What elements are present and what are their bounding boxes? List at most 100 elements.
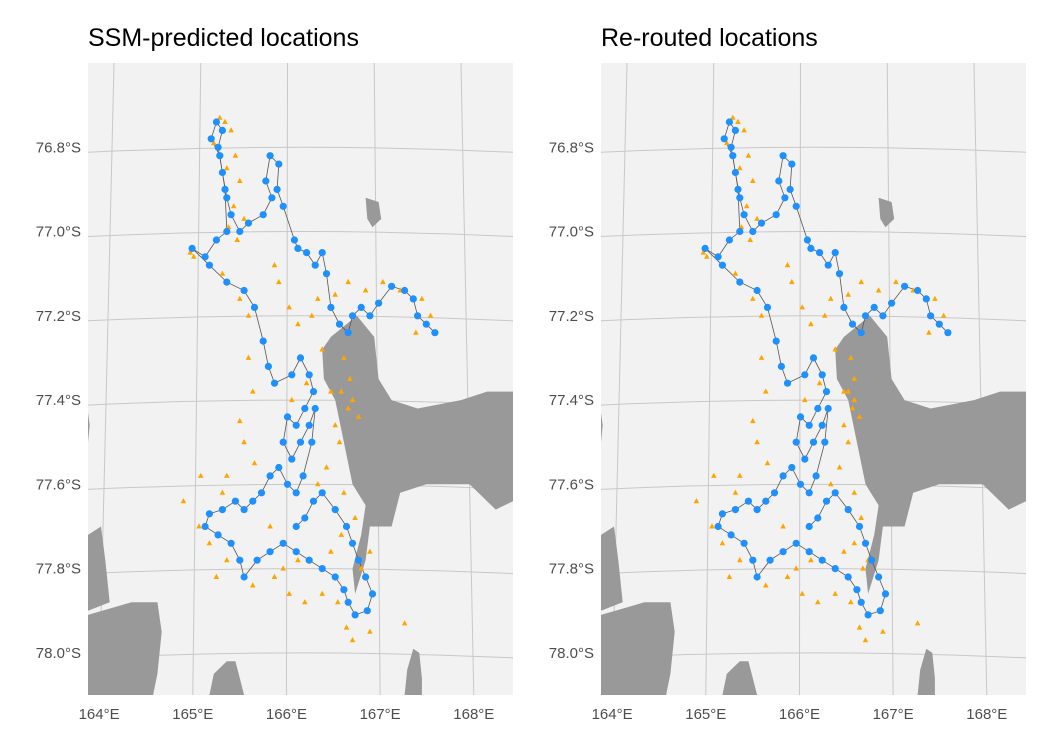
predicted-point [757, 219, 766, 227]
grid-parallel [601, 315, 1026, 322]
predicted-point [305, 556, 313, 564]
observation-point [932, 295, 938, 301]
predicted-point [857, 598, 865, 606]
predicted-point [342, 522, 351, 531]
predicted-point [431, 329, 439, 337]
predicted-point [725, 236, 734, 244]
predicted-point [363, 607, 371, 615]
observation-point [732, 489, 739, 495]
observation-point [286, 304, 292, 310]
predicted-point [375, 299, 383, 307]
land [601, 197, 1026, 695]
predicted-point [221, 185, 229, 193]
predicted-point [879, 312, 887, 320]
observation-point [841, 388, 847, 394]
predicted-point [273, 185, 281, 193]
observation-point [271, 262, 278, 268]
observation-point [851, 540, 858, 546]
predicted-point [244, 219, 253, 227]
observation-point [362, 287, 369, 293]
observation-point [709, 523, 715, 529]
predicted-point [292, 421, 300, 429]
observation-point [758, 312, 765, 318]
observation-point [841, 422, 847, 428]
observation-point [349, 637, 356, 643]
predicted-point [357, 303, 365, 311]
predicted-point [318, 565, 326, 573]
western-land [601, 526, 623, 611]
predicted-point [777, 362, 786, 370]
predicted-point [309, 497, 318, 505]
predicted-point [779, 152, 787, 160]
observation-point [217, 114, 223, 120]
observation-point [230, 203, 237, 209]
western-edge-land [601, 412, 603, 443]
observation-point [341, 489, 347, 495]
observation-point [880, 628, 886, 634]
predicted-point [205, 510, 213, 518]
predicted-point [922, 295, 930, 303]
predicted-point [944, 329, 952, 337]
observation-point [335, 599, 341, 605]
predicted-point [744, 497, 753, 505]
predicted-point [240, 506, 248, 514]
observation-point [737, 165, 743, 171]
predicted-point [355, 556, 363, 564]
predicted-point [259, 211, 267, 219]
predicted-point [207, 135, 215, 143]
observation-point [267, 523, 273, 529]
predicted-point [292, 489, 300, 497]
predicted-point [783, 379, 792, 387]
grid-meridian [460, 63, 475, 695]
predicted-point [801, 455, 809, 463]
predicted-point [935, 320, 943, 328]
observation-point [832, 346, 838, 352]
predicted-point [821, 438, 829, 446]
observation-point [856, 413, 863, 419]
observation-point [280, 565, 286, 571]
predicted-point [792, 202, 800, 210]
predicted-point [740, 211, 748, 219]
predicted-point [720, 135, 728, 143]
predicted-point [779, 548, 787, 556]
observation-point [754, 439, 760, 445]
predicted-point [305, 371, 313, 379]
predicted-point [218, 168, 226, 177]
predicted-point [807, 244, 815, 252]
predicted-point [792, 539, 800, 547]
predicted-point [292, 522, 300, 531]
southeast-island [917, 648, 935, 695]
observation-point [196, 523, 202, 529]
observation-point [319, 590, 325, 596]
predicted-point [327, 303, 335, 311]
observation-point [893, 278, 899, 285]
observation-point [343, 624, 350, 630]
predicted-point [223, 278, 231, 286]
predicted-point [262, 177, 270, 185]
observation-point [237, 417, 243, 424]
y-tick-label: 76.8°S [549, 139, 594, 156]
observation-point [271, 573, 278, 579]
observation-point [332, 422, 338, 428]
predicted-point [814, 514, 822, 522]
predicted-point [205, 261, 213, 269]
grid-parallel [88, 231, 513, 238]
observation-point [315, 481, 321, 487]
observation-point [926, 329, 932, 335]
observation-point [355, 413, 362, 419]
predicted-point [901, 282, 909, 290]
observation-point [799, 304, 805, 310]
predicted-point [772, 337, 780, 345]
observation-point [732, 270, 739, 276]
x-tick-label: 164°E [79, 706, 120, 723]
small-island [878, 197, 895, 228]
predicted-point [727, 531, 735, 539]
observation-point [401, 620, 408, 626]
x-tick-label: 166°E [266, 706, 307, 723]
observation-point [828, 295, 834, 301]
western-land [88, 526, 110, 611]
y-tick-label: 78.0°S [549, 645, 594, 662]
observation-point [848, 599, 854, 605]
predicted-point [257, 489, 266, 497]
southwest-land [88, 602, 162, 695]
